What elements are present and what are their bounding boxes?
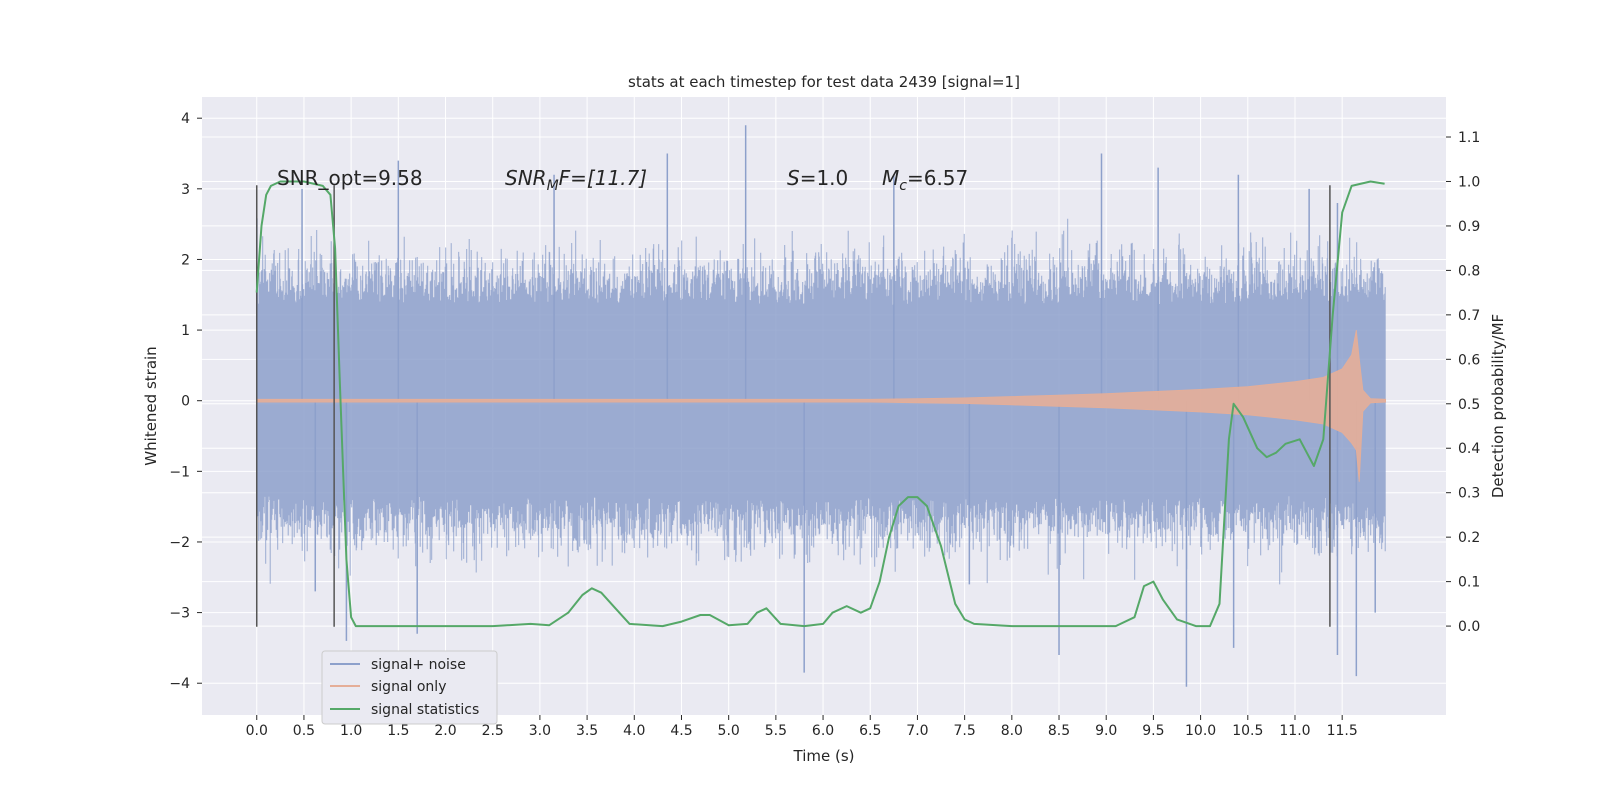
- s-value: =1.0: [800, 166, 849, 190]
- y-right-tick-label: 0.8: [1458, 263, 1480, 279]
- legend-label-signal: signal only: [371, 679, 446, 695]
- axis-ticks: 0.0 0.5 1.0 1.5 2.0 2.5 3.0 3.5 4.0 4.5 5.0 5.5 6.0 6…: [169, 111, 1480, 739]
- mc-sub: c: [899, 178, 907, 194]
- chart-title: stats at each timestep for test data 243…: [628, 73, 1020, 91]
- s-italic: S: [787, 166, 800, 190]
- x-tick-label: 9.5: [1142, 723, 1164, 739]
- x-tick-label: 2.0: [434, 723, 456, 739]
- y-right-tick-label: 0.4: [1458, 441, 1480, 457]
- y-right-tick-label: 0.9: [1458, 219, 1480, 235]
- y-tick-label: −2: [169, 535, 190, 551]
- x-tick-label: 10.0: [1185, 723, 1216, 739]
- x-tick-label: 7.0: [906, 723, 928, 739]
- y-right-tick-label: 0.0: [1458, 619, 1480, 635]
- x-tick-label: 9.0: [1095, 723, 1117, 739]
- statistics-line: [255, 180, 1385, 628]
- mc-value: =6.57: [907, 166, 968, 190]
- y-tick-label: 4: [181, 111, 190, 127]
- legend-box: [321, 650, 498, 725]
- y-right-tick-label: 0.3: [1458, 486, 1480, 502]
- x-tick-label: 0.0: [246, 723, 268, 739]
- snr-mf-base: SNR: [505, 166, 547, 190]
- y-right-tick-label: 1.1: [1458, 130, 1480, 146]
- y-tick-label: 2: [181, 252, 190, 268]
- annotation-s: S=1.0: [787, 166, 848, 190]
- x-tick-label: 10.5: [1232, 723, 1263, 739]
- x-tick-label: 11.0: [1279, 723, 1310, 739]
- x-tick-label: 8.0: [1001, 723, 1023, 739]
- x-tick-label: 3.5: [576, 723, 598, 739]
- signal-only-series: [256, 330, 1386, 482]
- legend-label-noise: signal+ noise: [371, 657, 466, 673]
- x-axis-label: Time (s): [793, 747, 855, 765]
- x-tick-label: 11.5: [1327, 723, 1358, 739]
- signal-envelope: [256, 330, 1386, 482]
- x-tick-label: 1.0: [340, 723, 362, 739]
- snr-mf-tail: F=[11.7]: [559, 166, 647, 190]
- annotation-mc: Mc=6.57: [882, 166, 968, 194]
- vertical-markers: [255, 185, 1331, 627]
- x-tick-label: 5.0: [718, 723, 740, 739]
- y-tick-label: 3: [181, 182, 190, 198]
- y-tick-label: −4: [169, 676, 190, 692]
- y-right-tick-label: 0.2: [1458, 530, 1480, 546]
- y-tick-label: 1: [181, 323, 190, 339]
- y-right-axis-label: Detection probability/MF: [1489, 314, 1507, 498]
- x-tick-label: 6.0: [812, 723, 834, 739]
- y-tick-label: −1: [169, 464, 190, 480]
- y-right-tick-label: 0.1: [1458, 575, 1480, 591]
- mc-base: M: [882, 166, 899, 190]
- y-right-tick-label: 1.0: [1458, 174, 1480, 190]
- x-tick-label: 2.5: [482, 723, 504, 739]
- y-tick-label: −3: [169, 606, 190, 622]
- x-tick-label: 3.0: [529, 723, 551, 739]
- x-tick-label: 0.5: [293, 723, 315, 739]
- x-tick-label: 7.5: [954, 723, 976, 739]
- y-right-tick-label: 0.7: [1458, 308, 1480, 324]
- x-tick-label: 8.5: [1048, 723, 1070, 739]
- annotations: SNR_opt=9.58 SNRMF=[11.7] S=1.0 Mc=6.57: [277, 166, 968, 194]
- x-tick-label: 4.5: [670, 723, 692, 739]
- y-right-tick-label: 0.6: [1458, 352, 1480, 368]
- y-axis-label: Whitened strain: [142, 346, 160, 465]
- x-tick-label: 1.5: [387, 723, 409, 739]
- snr-mf-sub: M: [547, 178, 559, 194]
- legend: signal+ noise signal only signal statist…: [321, 650, 498, 725]
- annotation-snr-mf: SNRMF=[11.7]: [505, 166, 647, 194]
- legend-label-statistics: signal statistics: [371, 702, 479, 718]
- x-tick-label: 5.5: [765, 723, 787, 739]
- y-right-tick-label: 0.5: [1458, 397, 1480, 413]
- signal-statistics-series: [255, 180, 1385, 628]
- x-tick-label: 6.5: [859, 723, 881, 739]
- x-tick-label: 4.0: [623, 723, 645, 739]
- annotation-snr-opt: SNR_opt=9.58: [277, 166, 423, 190]
- y-tick-label: 0: [181, 394, 190, 410]
